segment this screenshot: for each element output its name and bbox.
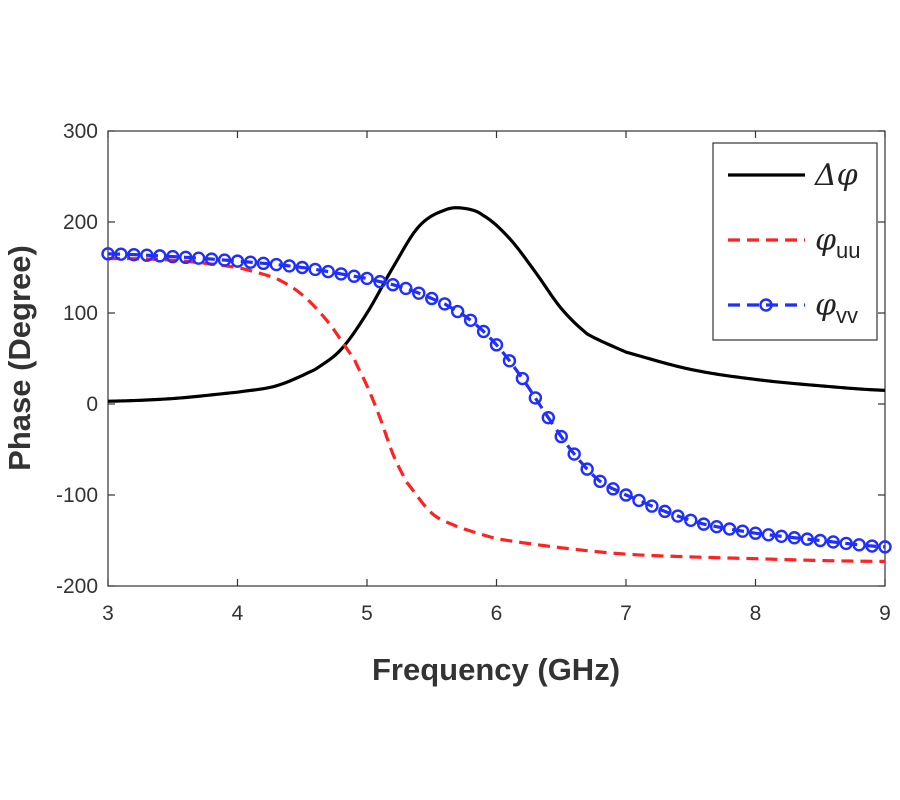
series-marker — [412, 286, 426, 300]
series-marker — [697, 517, 711, 531]
series-marker — [217, 253, 232, 267]
series-marker — [166, 249, 180, 264]
y-tick-label: 0 — [86, 393, 98, 416]
series-marker — [515, 371, 530, 386]
y-tick-label: 200 — [63, 211, 98, 234]
x-tick-label: 8 — [750, 602, 762, 625]
legend-label-1: φuu — [815, 223, 861, 263]
series-marker — [684, 513, 698, 527]
series-layer — [101, 206, 892, 564]
series-marker — [839, 536, 853, 551]
series-marker — [761, 528, 776, 542]
y-tick-label: -100 — [56, 484, 98, 507]
series-marker — [502, 354, 517, 368]
series-marker — [399, 281, 413, 296]
y-axis-label: Phase (Degree) — [2, 245, 37, 471]
series-marker — [101, 247, 115, 261]
series-marker — [256, 256, 271, 271]
legend-label-main: Δφ — [814, 158, 858, 193]
series-marker — [567, 447, 581, 461]
series-marker — [593, 474, 607, 489]
series-marker — [774, 529, 789, 544]
series-marker — [282, 259, 296, 273]
y-tick-label: 100 — [63, 302, 98, 325]
legend-label-subscript: vv — [836, 303, 858, 328]
series-marker — [489, 338, 504, 352]
series-marker — [321, 264, 335, 279]
series-marker — [308, 262, 322, 277]
legend-label-2: φvv — [815, 288, 858, 328]
series-marker — [438, 297, 452, 311]
series-marker — [334, 267, 348, 281]
series-marker — [554, 429, 568, 444]
series-marker — [269, 257, 284, 272]
series-marker — [619, 488, 633, 502]
series-marker — [735, 524, 750, 538]
x-tick-label: 9 — [879, 602, 891, 625]
series-marker — [658, 504, 672, 519]
series-marker — [813, 533, 827, 548]
series-marker — [671, 509, 685, 523]
series-marker — [865, 539, 879, 553]
x-axis-label: Frequency (GHz) — [372, 652, 620, 687]
series-marker — [878, 540, 892, 554]
series-line-0 — [107, 206, 886, 403]
series-marker — [140, 248, 154, 262]
series-marker — [360, 271, 374, 286]
series-marker — [787, 531, 802, 545]
series-marker — [826, 535, 840, 549]
series-marker — [386, 278, 400, 292]
series-marker — [541, 410, 555, 425]
series-marker — [153, 249, 167, 263]
series-marker — [748, 526, 763, 540]
series-marker — [425, 291, 439, 306]
legend-label-subscript: uu — [836, 238, 860, 263]
series-marker — [722, 522, 737, 536]
x-tick-label: 5 — [361, 602, 373, 625]
series-marker — [709, 519, 724, 534]
series-marker — [191, 251, 206, 265]
series-marker — [476, 324, 491, 339]
series-marker — [373, 274, 387, 289]
series-marker — [127, 247, 141, 262]
series-marker — [243, 255, 258, 269]
series-marker — [632, 493, 646, 508]
series-marker — [580, 462, 594, 476]
y-tick-label: -200 — [56, 575, 98, 598]
x-tick-label: 6 — [491, 602, 503, 625]
legend-label-main: φ — [815, 288, 836, 323]
series-marker — [852, 538, 866, 552]
series-marker — [178, 250, 193, 265]
series-marker — [114, 247, 128, 261]
x-tick-label: 4 — [232, 602, 244, 625]
series-marker — [204, 252, 219, 266]
tick-labels: 3 4 5 6 7 8 9 -200 -100 0 100 200 300 — [56, 120, 891, 625]
series-marker — [230, 254, 245, 268]
series-line-1 — [107, 256, 886, 564]
series-marker — [645, 499, 659, 513]
series-marker — [463, 313, 478, 327]
legend-label-main: φ — [815, 223, 836, 258]
series-marker — [528, 391, 543, 405]
series-line-2 — [107, 252, 886, 549]
legend-marker — [759, 298, 773, 312]
x-tick-label: 7 — [620, 602, 632, 625]
axis-ticks — [107, 130, 886, 587]
legend-label-0: Δφ — [814, 158, 858, 193]
x-tick-label: 3 — [102, 602, 114, 625]
series-marker — [295, 260, 309, 275]
series-marker — [606, 482, 620, 496]
series-marker — [347, 269, 361, 283]
series-marker — [450, 304, 465, 319]
series-marker — [800, 532, 814, 546]
y-tick-label: 300 — [63, 120, 98, 143]
